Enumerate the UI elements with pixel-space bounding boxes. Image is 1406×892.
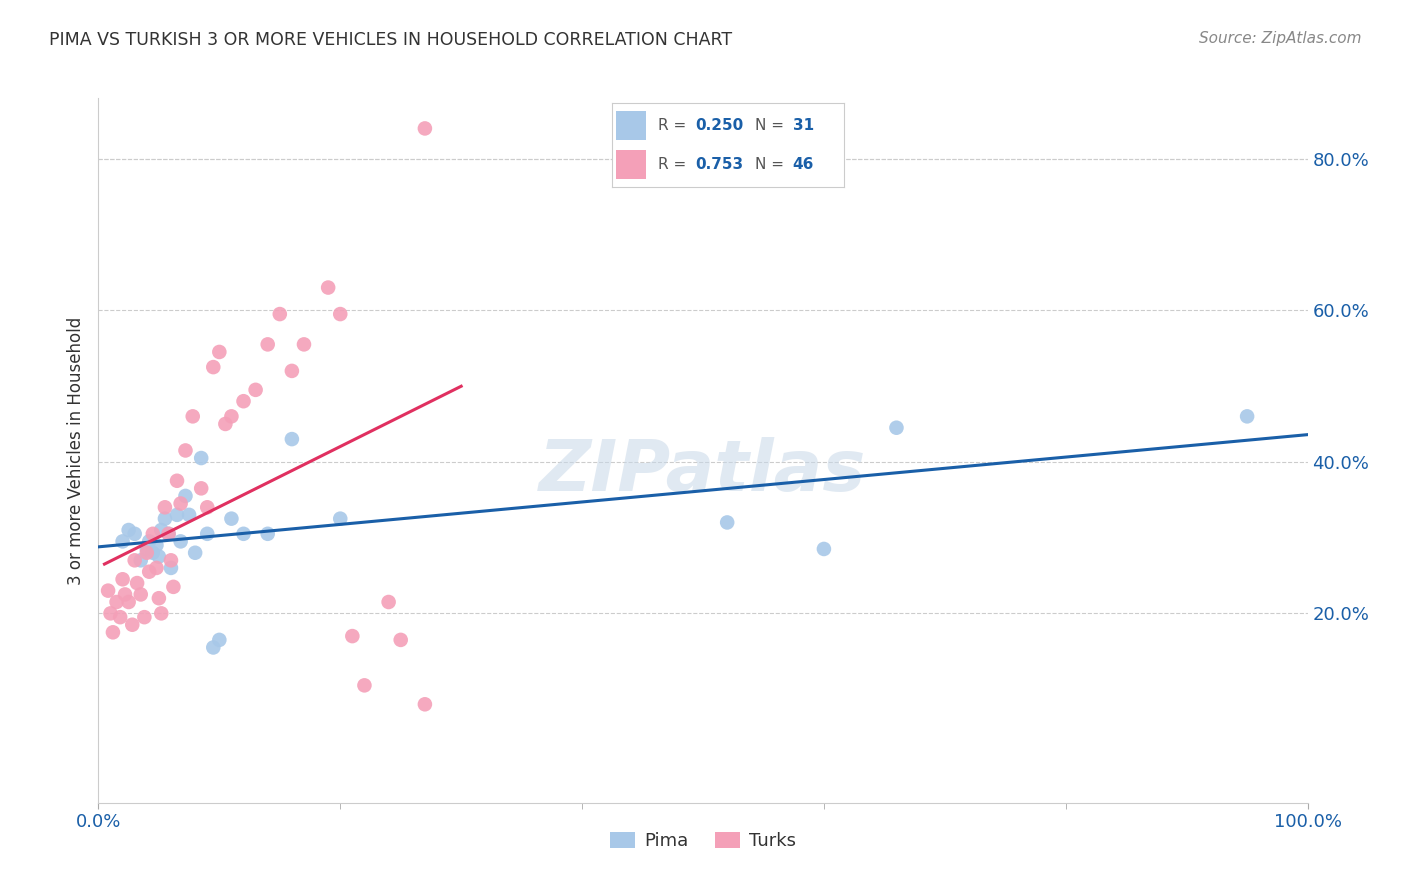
Point <box>195 526 218 541</box>
Text: 0.753: 0.753 <box>695 157 744 172</box>
Point <box>281 432 304 446</box>
Point <box>413 698 436 712</box>
Point <box>124 526 146 541</box>
Text: R =: R = <box>658 157 692 172</box>
FancyBboxPatch shape <box>616 150 647 178</box>
Point <box>202 640 225 655</box>
Point <box>138 534 160 549</box>
Point <box>108 610 131 624</box>
Point <box>97 583 120 598</box>
Point <box>100 607 122 621</box>
Point <box>221 511 243 525</box>
Point <box>256 337 278 351</box>
Point <box>413 121 436 136</box>
Text: N =: N = <box>755 118 789 133</box>
Point <box>162 580 184 594</box>
Text: Source: ZipAtlas.com: Source: ZipAtlas.com <box>1198 31 1361 46</box>
Point <box>150 523 173 537</box>
Point <box>179 508 201 522</box>
Point <box>208 632 231 647</box>
Point <box>118 595 141 609</box>
Point <box>813 541 835 556</box>
Point <box>221 409 243 424</box>
Point <box>202 360 225 375</box>
Point <box>148 549 170 564</box>
Point <box>886 421 908 435</box>
Point <box>157 526 180 541</box>
Point <box>142 546 165 560</box>
Point <box>353 678 375 692</box>
Point <box>135 546 157 560</box>
Text: N =: N = <box>755 157 789 172</box>
Point <box>150 607 173 621</box>
Point <box>208 345 231 359</box>
Point <box>342 629 364 643</box>
Point <box>111 572 134 586</box>
Text: PIMA VS TURKISH 3 OR MORE VEHICLES IN HOUSEHOLD CORRELATION CHART: PIMA VS TURKISH 3 OR MORE VEHICLES IN HO… <box>49 31 733 49</box>
Point <box>256 526 278 541</box>
Point <box>145 561 167 575</box>
Point <box>127 576 149 591</box>
Legend: Pima, Turks: Pima, Turks <box>602 824 804 857</box>
Y-axis label: 3 or more Vehicles in Household: 3 or more Vehicles in Household <box>66 317 84 584</box>
Point <box>329 307 352 321</box>
Point <box>105 595 128 609</box>
Point <box>389 632 412 647</box>
Point <box>169 496 191 510</box>
Point <box>135 541 157 556</box>
Point <box>160 561 183 575</box>
Point <box>316 280 339 294</box>
Point <box>1236 409 1258 424</box>
Point <box>138 565 160 579</box>
Point <box>134 610 156 624</box>
Point <box>153 500 176 515</box>
Text: 46: 46 <box>793 157 814 172</box>
Point <box>157 526 180 541</box>
Point <box>142 526 165 541</box>
Point <box>101 625 124 640</box>
Point <box>129 553 152 567</box>
Point <box>190 450 212 465</box>
Point <box>214 417 236 431</box>
Point <box>174 489 197 503</box>
Point <box>160 553 183 567</box>
Point <box>111 534 134 549</box>
Point <box>174 443 197 458</box>
Text: R =: R = <box>658 118 692 133</box>
Text: ZIPatlas: ZIPatlas <box>540 437 866 506</box>
Point <box>232 394 254 409</box>
Point <box>145 538 167 552</box>
Point <box>716 516 738 530</box>
Text: 31: 31 <box>793 118 814 133</box>
Point <box>169 534 191 549</box>
Point <box>184 546 207 560</box>
Point <box>181 409 204 424</box>
Point <box>329 511 352 525</box>
Point <box>166 508 188 522</box>
Point <box>114 587 136 601</box>
Point <box>166 474 188 488</box>
Point <box>118 523 141 537</box>
Point <box>124 553 146 567</box>
Point <box>121 617 143 632</box>
Point <box>153 511 176 525</box>
Point <box>245 383 267 397</box>
Text: 0.250: 0.250 <box>695 118 744 133</box>
FancyBboxPatch shape <box>616 111 647 140</box>
Point <box>281 364 304 378</box>
Point <box>232 526 254 541</box>
Point <box>148 591 170 606</box>
Point <box>292 337 315 351</box>
Point <box>195 500 218 515</box>
Point <box>190 481 212 495</box>
Point <box>269 307 291 321</box>
Point <box>129 587 152 601</box>
Point <box>377 595 399 609</box>
